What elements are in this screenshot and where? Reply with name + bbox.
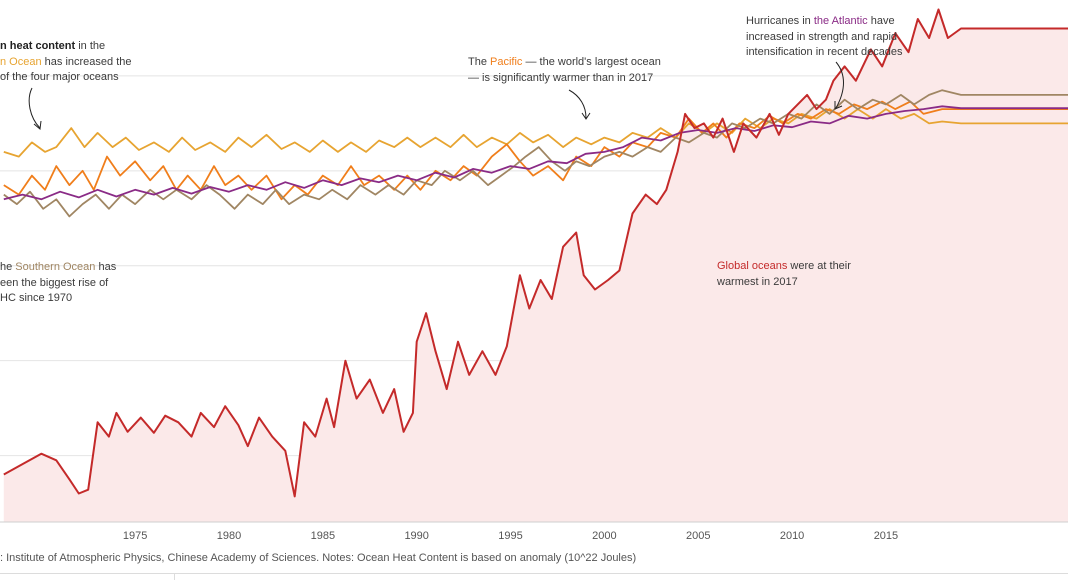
- pacific-post: — the world's largest ocean: [522, 56, 661, 68]
- x-tick-1975: 1975: [123, 530, 147, 542]
- atlantic-line2: increased in strength and rapid: [746, 30, 898, 43]
- annotation-southern: he Southern Ocean has een the biggest ri…: [0, 260, 116, 307]
- atlantic-pre: Hurricanes in: [746, 15, 814, 27]
- source-note: : Institute of Atmospheric Physics, Chin…: [0, 552, 637, 564]
- series-line-indian-ocean: [3, 108, 1068, 158]
- global-area: [3, 9, 1068, 522]
- footer-rule: [0, 573, 1068, 574]
- x-tick-2000: 2000: [592, 530, 616, 542]
- annotation-global: Global oceans were at their warmest in 2…: [717, 259, 851, 290]
- southern-line2: een the biggest rise of: [0, 276, 109, 289]
- southern-highlight: Southern Ocean: [15, 261, 96, 273]
- annotation-pacific: The Pacific — the world's largest ocean …: [468, 55, 661, 86]
- indian-line1-post: in the: [75, 40, 106, 52]
- indian-arrowhead: [33, 120, 42, 130]
- x-tick-2015: 2015: [874, 530, 898, 542]
- annotation-arrows: [28, 61, 844, 130]
- atlantic-highlight: the Atlantic: [813, 15, 868, 27]
- atlantic-post: have: [867, 15, 895, 27]
- x-tick-1990: 1990: [404, 530, 428, 542]
- x-tick-1980: 1980: [217, 530, 241, 542]
- pacific-highlight: Pacific: [490, 56, 523, 68]
- x-tick-2005: 2005: [686, 530, 710, 542]
- pacific-pre: The: [468, 56, 491, 68]
- annotation-indian: n heat content in the n Ocean has increa…: [0, 39, 131, 86]
- x-axis-ticks: 1975 1980 1985 1990 1995 2000 2005 2010 2015: [123, 530, 898, 542]
- southern-line3: HC since 1970: [0, 292, 73, 304]
- series-line-global-oceans: [3, 8, 1068, 498]
- pacific-line2: — is significantly warmer than in 2017: [468, 71, 654, 84]
- annotation-atlantic: Hurricanes in the Atlantic have increase…: [746, 14, 903, 61]
- footer-divider: [174, 573, 175, 580]
- indian-line3: of the four major oceans: [0, 71, 119, 83]
- series-line-southern-ocean: [3, 89, 1068, 218]
- southern-post: has: [95, 261, 117, 273]
- series-lines: [3, 8, 1068, 498]
- pacific-arrowhead: [581, 112, 591, 120]
- indian-bold: n heat content: [0, 40, 76, 52]
- series-line-the-atlantic: [3, 105, 1068, 201]
- x-tick-1995: 1995: [498, 530, 522, 542]
- x-tick-1985: 1985: [311, 530, 335, 542]
- atlantic-arrow: [835, 61, 844, 109]
- indian-arrow: [28, 87, 41, 129]
- global-highlight: Global oceans: [717, 260, 788, 272]
- global-line2: warmest in 2017: [717, 275, 798, 288]
- southern-pre: he: [0, 261, 16, 273]
- atlantic-line3: intensification in recent decades: [746, 46, 903, 58]
- atlantic-arrowhead: [834, 101, 843, 110]
- pacific-arrow: [568, 89, 587, 119]
- indian-line2-post: has increased the: [41, 55, 132, 68]
- global-post: were at their: [787, 260, 851, 272]
- global-oceans-area: [3, 9, 1068, 522]
- indian-highlight: n Ocean: [0, 55, 42, 68]
- x-tick-2010: 2010: [780, 530, 804, 542]
